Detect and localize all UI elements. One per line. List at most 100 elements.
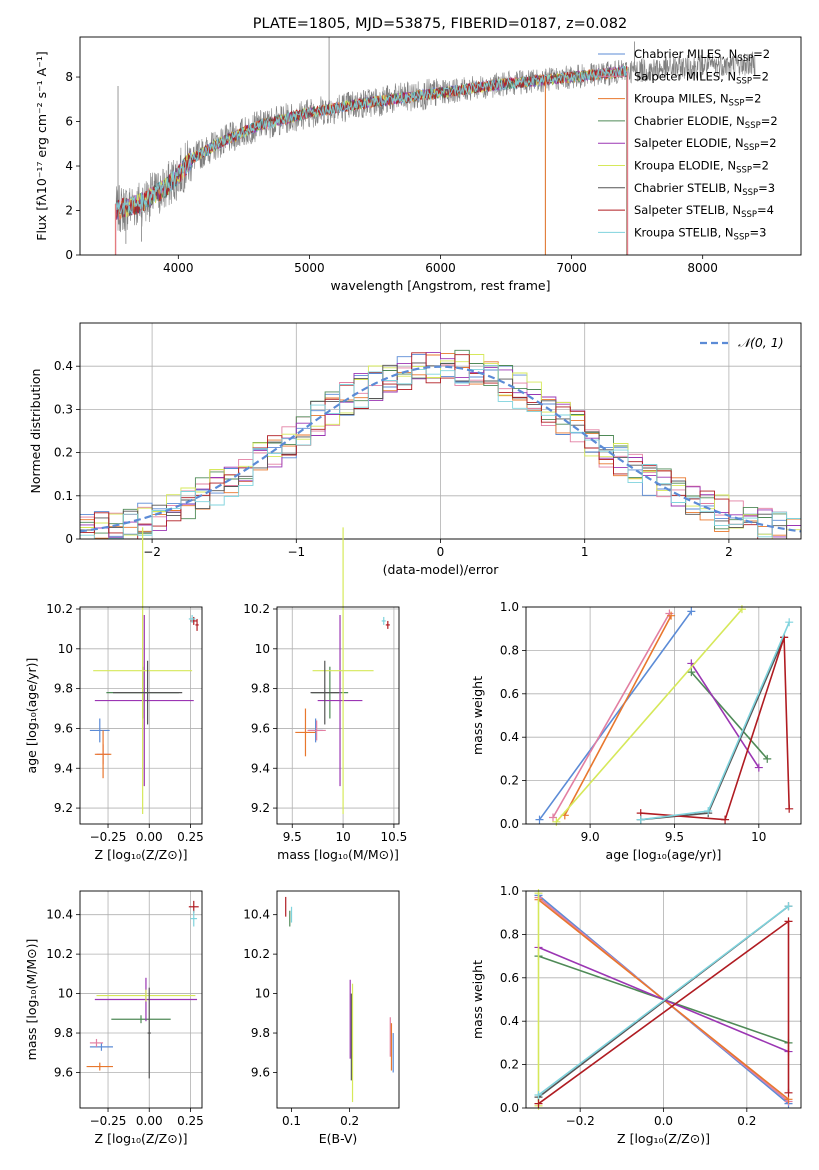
x-tick-label: 4000 [163, 261, 194, 275]
x-axis-label: Z [log₁₀(Z/Z⊙)] [617, 1131, 710, 1146]
y-tick-label: 0.1 [54, 489, 73, 503]
y-tick-label: 10 [58, 987, 73, 1001]
axes-frame [276, 890, 400, 1109]
y-tick-label: 0.4 [500, 730, 519, 744]
y-tick-label: 9.6 [54, 1065, 73, 1079]
x-tick-label: 6000 [425, 261, 456, 275]
legend-entry-label: Kroupa STELIB, NSSP=3 [634, 225, 766, 242]
spectrum-model-salpeter_stelib [115, 65, 628, 220]
x-tick-label: 0.00 [136, 1114, 163, 1128]
weight-line-chabrier_elodie [690, 671, 768, 760]
y-tick-label: 1.0 [500, 884, 519, 898]
weight-marker-kroupa_stelib [636, 815, 645, 824]
weight_vs_Z-panel: −0.2 0.0 0.2 0.0 0.2 0.4 0.6 0.8 1.0 Z [log₁₀(Z/Z… [470, 884, 802, 1146]
x-tick-label: 0.2 [737, 1114, 756, 1128]
weight-line-kroupa_stelib [538, 905, 789, 1096]
legend-entry-label: 𝒩(0, 1) [738, 335, 784, 350]
axes-frame [79, 890, 203, 1109]
x-tick-label: 5000 [294, 261, 325, 275]
legend-entry-label-main: Salpeter STELIB, N [634, 203, 741, 217]
spectrum-model-chabrier_elodie [114, 66, 628, 221]
weight-marker-salpeter_miles [548, 813, 557, 822]
y-tick-label: 1.0 [500, 600, 519, 614]
y-tick-label: 9.6 [251, 721, 270, 735]
legend-entry-label: Chabrier STELIB, NSSP=3 [634, 181, 775, 198]
y-axis-label: Flux [fλ10⁻¹⁷ erg cm⁻² s⁻¹ A⁻¹] [34, 51, 49, 240]
legend-entry-label-tail: =2 [753, 47, 770, 61]
weight-marker-kroupa_stelib [784, 902, 793, 911]
y-tick-label: 0.8 [500, 643, 519, 657]
legend-entry-label-sub: SSP [745, 121, 761, 131]
histogram-kroupa_elodie [80, 354, 801, 539]
y-tick-label: 0.3 [54, 402, 73, 416]
y-tick-label: 10.2 [46, 947, 73, 961]
y-tick-label: 8 [65, 70, 73, 84]
axes-frame [525, 890, 802, 1109]
x-tick-label: 0.25 [177, 1114, 204, 1128]
legend-entry-label-sub: SSP [744, 143, 760, 153]
weight-marker-salpeter_stelib [785, 804, 794, 813]
weight-marker-kroupa_elodie [552, 817, 561, 826]
axes-frame [276, 606, 400, 825]
age_vs_Z-marks [89, 527, 199, 815]
spectrum-model-salpeter_miles [114, 66, 628, 221]
legend-entry-label-tail: =3 [758, 181, 775, 195]
y-tick-label: 0.8 [500, 927, 519, 941]
y-tick-label: 2 [65, 204, 73, 218]
histogram-salpeter_stelib [80, 352, 801, 539]
weight-line-salpeter_stelib [640, 637, 790, 821]
y-tick-label: 10 [255, 987, 270, 1001]
spectrum-model-chabrier_stelib [114, 67, 628, 218]
axes-frame [79, 606, 203, 825]
legend-entry-label-tail: =2 [760, 136, 777, 150]
legend-entry-label: Chabrier ELODIE, NSSP=2 [634, 114, 778, 131]
histogram-salpeter_elodie [80, 352, 801, 538]
y-tick-label: 0.6 [500, 971, 519, 985]
mass_vs_Z-marks [86, 900, 199, 1079]
y-tick-label: 9.4 [251, 761, 270, 775]
x-tick-label: −0.2 [566, 1114, 595, 1128]
x-tick-label: −2 [143, 545, 161, 559]
y-tick-label: 10 [58, 642, 73, 656]
legend-entry-label: Chabrier MILES, NSSP=2 [634, 47, 770, 64]
y-tick-label: 0.4 [500, 1014, 519, 1028]
age_vs_mass-marks [295, 527, 390, 815]
weight-marker-salpeter_stelib [534, 1099, 543, 1108]
legend-entry-label: Salpeter ELODIE, NSSP=2 [634, 136, 777, 153]
y-tick-label: 10.2 [243, 602, 270, 616]
x-tick-label: 2 [725, 545, 733, 559]
weight-line-salpeter_miles [552, 613, 671, 818]
y-tick-label: 0.4 [54, 359, 73, 373]
legend-entry-label-main: Kroupa STELIB, N [634, 225, 734, 239]
weight-marker-kroupa_stelib [704, 806, 713, 815]
y-axis-label: mass weight [470, 676, 485, 755]
legend-entry-label-main: Kroupa ELODIE, N [634, 159, 736, 173]
y-tick-label: 9.4 [54, 761, 73, 775]
x-tick-label: −0.25 [90, 1114, 127, 1128]
x-tick-label: 9.0 [581, 830, 600, 844]
normal-curve [80, 365, 801, 533]
x-tick-label: 10 [335, 830, 350, 844]
y-tick-label: 10.2 [243, 947, 270, 961]
x-axis-label: wavelength [Angstrom, rest frame] [330, 278, 550, 293]
y-axis-label: mass weight [470, 960, 485, 1039]
residuals-panel: −2 −1 0 1 2 0 0.1 0.2 0.3 0.4 (data-model)/error No… [28, 322, 802, 577]
weight-marker-salpeter_stelib [784, 1088, 793, 1097]
legend-entry-label-tail: =4 [757, 203, 774, 217]
x-tick-label: 0.1 [282, 1114, 301, 1128]
legend-entry-label-main: Chabrier MILES, N [634, 47, 737, 61]
legend-entry-label-main: Kroupa MILES, N [634, 92, 729, 106]
x-axis-label: age [log₁₀(age/yr)] [606, 847, 722, 862]
weight-marker-chabrier_miles [687, 607, 696, 616]
legend-entry-label-sub: SSP [742, 188, 758, 198]
weight-marker-kroupa_elodie [737, 605, 746, 614]
weight-line-salpeter_elodie [538, 946, 789, 1053]
weight-marker-chabrier_miles [535, 815, 544, 824]
spectrum-model-kroupa_stelib [115, 65, 628, 215]
spectrum-model-chabrier_miles [114, 66, 628, 219]
spectrum-panel: 4000 5000 6000 7000 8000 0 2 4 6 8 wavelength [Ang… [34, 36, 802, 293]
x-tick-label: −0.25 [90, 830, 127, 844]
weight-marker-kroupa_stelib [785, 618, 794, 627]
x-tick-label: 9.5 [283, 830, 302, 844]
x-axis-label: E(B-V) [319, 1131, 358, 1146]
